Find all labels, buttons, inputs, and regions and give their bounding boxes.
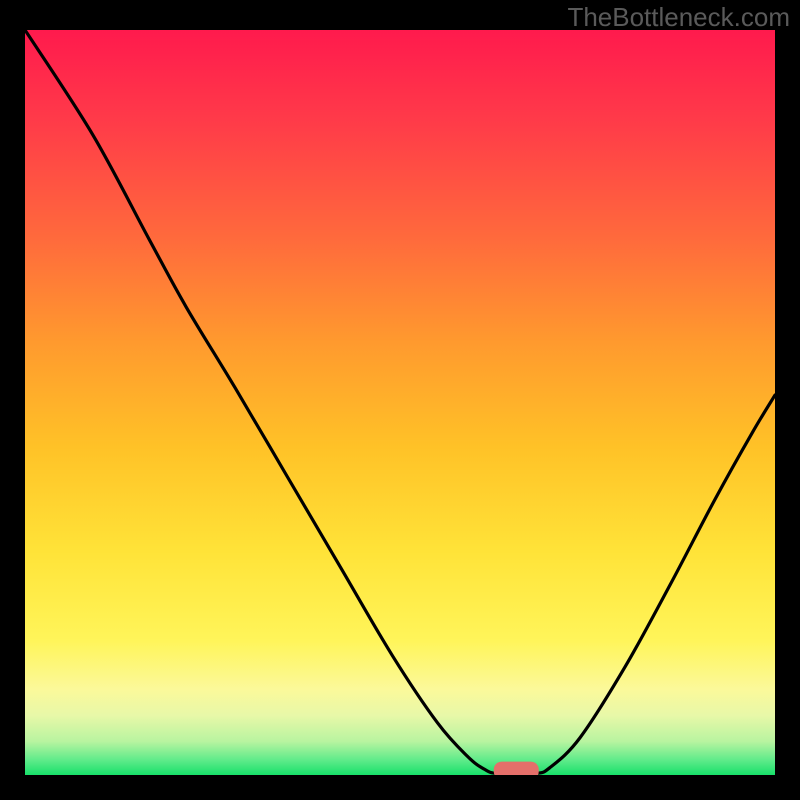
watermark-text: TheBottleneck.com: [567, 2, 790, 33]
chart-svg: [25, 30, 775, 775]
chart-background: [25, 30, 775, 775]
optimal-marker: [494, 762, 539, 775]
chart-frame: [25, 30, 775, 775]
